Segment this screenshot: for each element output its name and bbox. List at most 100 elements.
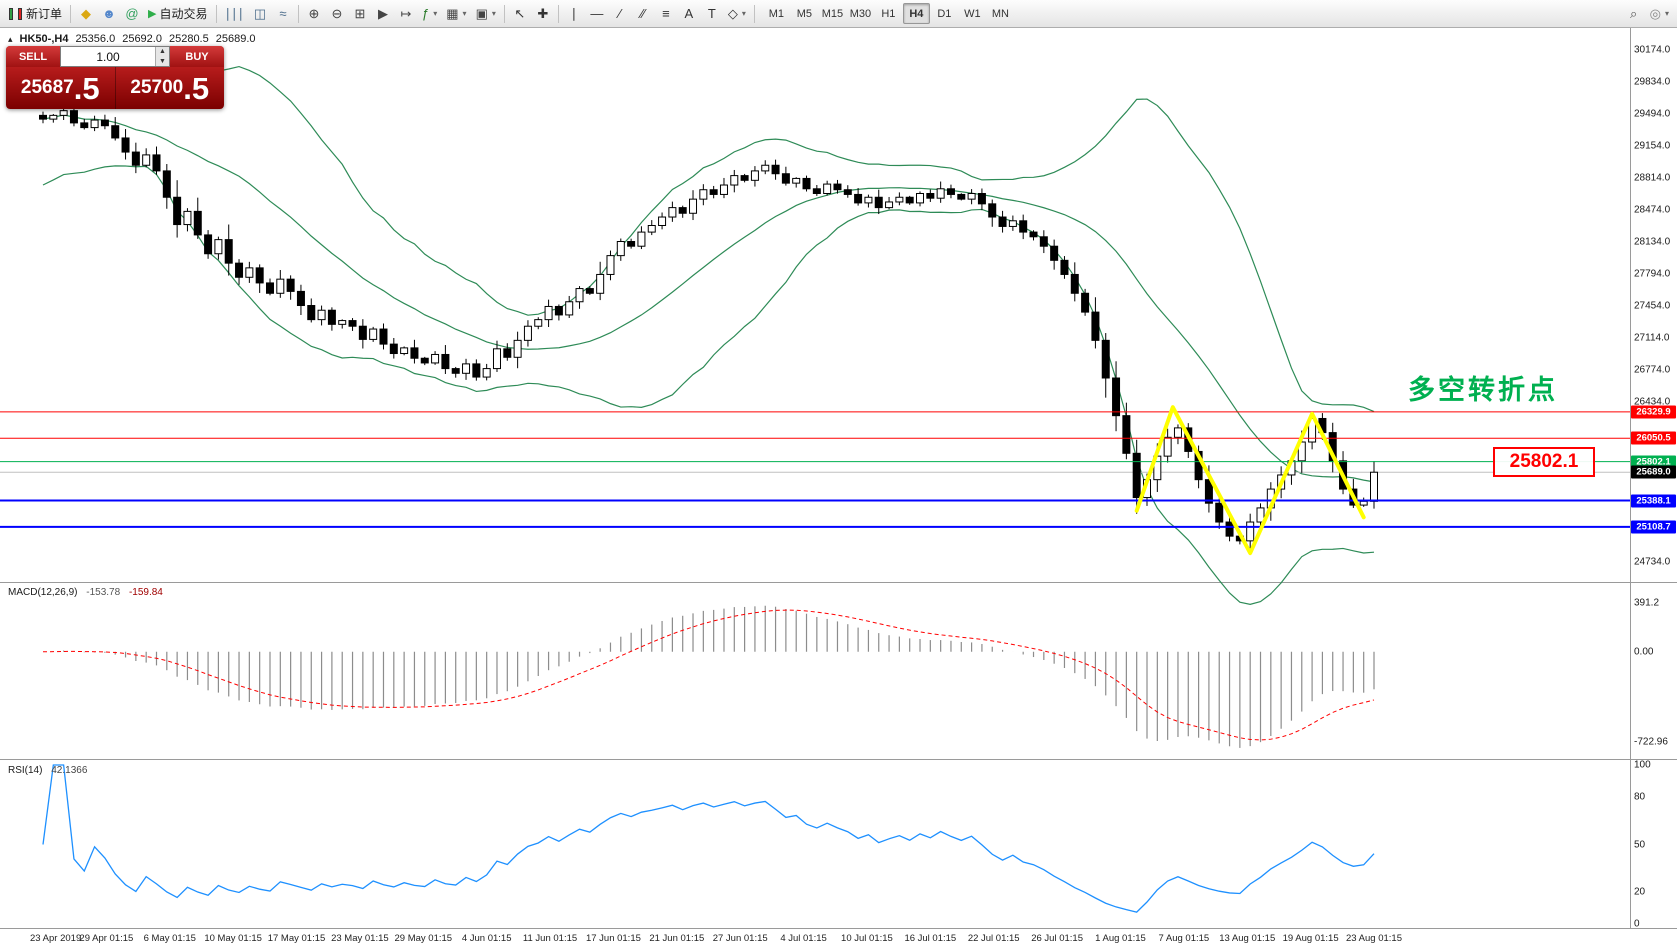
- time-axis-label: 23 May 01:15: [331, 933, 389, 944]
- price-tick: 27794.0: [1634, 268, 1671, 280]
- signals-button[interactable]: @: [121, 3, 143, 25]
- timeframe-m30-button[interactable]: M30: [847, 3, 874, 24]
- rsi-tick: 80: [1634, 791, 1646, 803]
- horizontal-line-button[interactable]: —: [586, 3, 608, 25]
- price-tick: 27454.0: [1634, 300, 1671, 312]
- price-tick: 28474.0: [1634, 204, 1671, 216]
- indicators-button[interactable]: ƒ ▾: [418, 3, 441, 25]
- new-order-button[interactable]: 新订单: [4, 3, 66, 25]
- price-tick: 29494.0: [1634, 108, 1671, 120]
- timeframe-m5-button[interactable]: M5: [791, 3, 818, 24]
- timeframe-h4-button[interactable]: H4: [902, 3, 930, 24]
- volume-down-button[interactable]: ▼: [156, 56, 169, 66]
- price-tick: 28134.0: [1634, 236, 1671, 248]
- chart-shift-icon: ↦: [400, 5, 412, 21]
- timeframe-d1-button[interactable]: D1: [931, 3, 958, 24]
- hline-price-label: 25108.7: [1631, 520, 1676, 534]
- arrows-button[interactable]: ◇ ▾: [724, 3, 750, 25]
- help-button[interactable]: ◎ ▾: [1646, 3, 1673, 25]
- toolbar-separator: [557, 4, 559, 23]
- autotrading-button[interactable]: ▶ 自动交易: [144, 3, 211, 25]
- zoom-in-icon: ⊕: [308, 5, 320, 21]
- market-icon: ☻: [102, 6, 116, 21]
- low-value: 25280.5: [168, 33, 209, 45]
- price-tick: 26774.0: [1634, 364, 1671, 376]
- buy-button[interactable]: BUY: [170, 46, 224, 67]
- market-button[interactable]: ☻: [98, 3, 120, 25]
- zoom-out-button[interactable]: ⊖: [326, 3, 348, 25]
- candlestick-chart-button[interactable]: ◫: [249, 3, 271, 25]
- play-icon: ▶: [148, 8, 157, 20]
- time-axis-label: 4 Jul 01:15: [780, 933, 827, 944]
- fibonacci-button[interactable]: ≡: [655, 3, 677, 25]
- metaeditor-button[interactable]: ◆: [75, 3, 97, 25]
- trendline-button[interactable]: ∕: [609, 3, 631, 25]
- search-icon: ⌕: [1630, 5, 1638, 21]
- hline-price-label: 25388.1: [1631, 494, 1676, 508]
- tile-windows-button[interactable]: ⊞: [349, 3, 371, 25]
- vertical-line-button[interactable]: ∣: [563, 3, 585, 25]
- bar-chart-icon: ∣∣∣: [224, 5, 245, 21]
- auto-scroll-button[interactable]: ▶: [372, 3, 394, 25]
- bar-chart-button[interactable]: ∣∣∣: [221, 3, 249, 25]
- toolbar-button-label: 自动交易: [159, 7, 208, 21]
- crosshair-button[interactable]: ✚: [532, 3, 554, 25]
- periods-button[interactable]: ▦ ▾: [442, 3, 470, 25]
- sell-button[interactable]: SELL: [6, 46, 60, 67]
- vertical-line-icon: ∣: [570, 5, 578, 21]
- line-chart-button[interactable]: ≈: [272, 3, 294, 25]
- timeframe-w1-button[interactable]: W1: [959, 3, 986, 24]
- timeframe-h1-button[interactable]: H1: [875, 3, 902, 24]
- tile-windows-icon: ⊞: [354, 5, 366, 21]
- rsi-tick: 50: [1634, 839, 1646, 850]
- text-button[interactable]: A: [678, 3, 700, 25]
- time-axis-label: 21 Jun 01:15: [649, 933, 705, 944]
- volume-input[interactable]: [61, 47, 155, 66]
- price-tick: 28814.0: [1634, 172, 1671, 184]
- time-axis-label: 13 Aug 01:15: [1219, 933, 1276, 944]
- chart-ohlc-header: ▴ HK50-,H4 25356.0 25692.0 25280.5 25689…: [8, 33, 256, 45]
- text-label-button[interactable]: T: [701, 3, 723, 25]
- buy-price[interactable]: 25700.5: [130, 70, 210, 106]
- timeframe-m15-button[interactable]: M15: [819, 3, 846, 24]
- search-button[interactable]: ⌕: [1623, 3, 1645, 25]
- candlestick-icon: [9, 7, 13, 20]
- templates-button[interactable]: ▣ ▾: [472, 3, 500, 25]
- toolbar-separator: [70, 4, 72, 23]
- chart-shift-button[interactable]: ↦: [395, 3, 417, 25]
- price-tick: 29154.0: [1634, 140, 1671, 152]
- time-axis-label: 7 Aug 01:15: [1158, 933, 1210, 944]
- toolbar-separator: [753, 4, 755, 23]
- rsi-tick: 20: [1634, 886, 1646, 898]
- timeframe-group: M1 M5 M15 M30 H1 H4 D1 W1 MN: [763, 3, 1014, 24]
- price-axis: 30174.0 29834.0 29494.0 29154.0 28814.0 28474…: [1630, 0, 1677, 952]
- price-tick: 29834.0: [1634, 76, 1671, 88]
- price-tick: 24734.0: [1634, 556, 1671, 568]
- rsi-value: 42.1366: [51, 765, 88, 776]
- line-chart-icon: ≈: [279, 6, 287, 21]
- fibonacci-icon: ≡: [662, 6, 670, 21]
- zoom-in-button[interactable]: ⊕: [303, 3, 325, 25]
- text-icon: A: [684, 6, 694, 21]
- toolbar-separator: [298, 4, 299, 23]
- symbol-period-label: HK50-,H4: [19, 33, 69, 45]
- current-price-label: 25689.0: [1631, 465, 1676, 479]
- volume-field: ▲ ▼: [60, 46, 170, 67]
- trade-panel-prices: 25687.5 25700.5: [6, 67, 224, 109]
- macd-tick: -722.96: [1634, 736, 1668, 748]
- sell-price[interactable]: 25687.5: [6, 67, 116, 109]
- hline-price-label: 26329.9: [1631, 405, 1676, 419]
- time-axis-label: 11 Jun 01:15: [522, 933, 578, 944]
- timeframe-mn-button[interactable]: MN: [987, 3, 1014, 24]
- templates-icon: ▣: [475, 5, 488, 21]
- candlestick-icon: [18, 7, 22, 20]
- cursor-button[interactable]: ↖: [509, 3, 531, 25]
- price-tick: 27114.0: [1634, 332, 1670, 344]
- one-click-collapse-icon[interactable]: ▴: [8, 33, 13, 44]
- timeframe-m1-button[interactable]: M1: [763, 3, 790, 24]
- channel-button[interactable]: ∕∕: [632, 3, 654, 25]
- trendline-icon: ∕: [618, 6, 621, 21]
- volume-up-button[interactable]: ▲: [156, 47, 169, 57]
